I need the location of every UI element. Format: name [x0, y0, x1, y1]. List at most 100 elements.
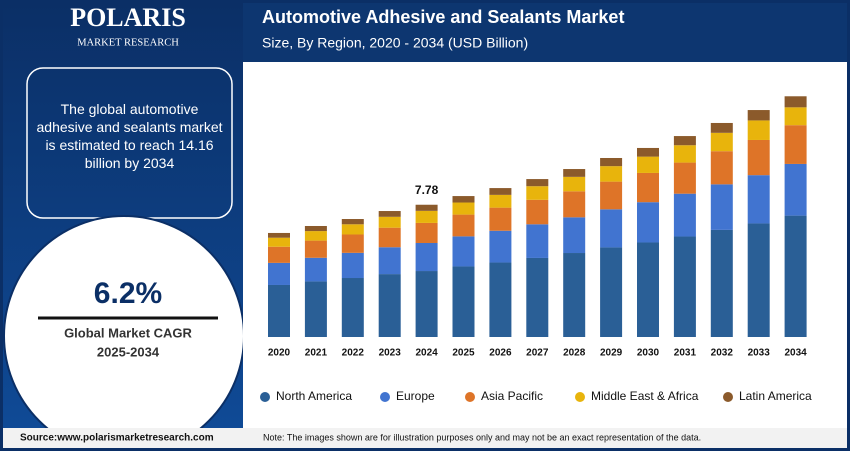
bar-segment: [563, 191, 586, 218]
bar-segment: [637, 242, 659, 337]
x-tick-label: 2031: [674, 348, 697, 359]
bar-segment: [378, 274, 401, 337]
bar-segment: [747, 110, 770, 121]
bar-segment: [600, 181, 623, 210]
x-tick-label: 2022: [342, 348, 365, 359]
x-tick-label: 2026: [489, 348, 512, 359]
bar-segment: [489, 194, 512, 208]
bar-segment: [415, 204, 438, 211]
bar-segment: [747, 175, 770, 224]
bar-segment: [452, 214, 475, 237]
legend-label: Europe: [396, 389, 435, 403]
summary-wrap: The global automotive adhesive and seala…: [36, 101, 223, 171]
x-tick-label: 2034: [784, 348, 807, 359]
legend-swatch: [723, 392, 733, 402]
bar-segment: [784, 107, 807, 126]
bar-segment: [304, 281, 327, 337]
x-tick-label: 2023: [379, 348, 402, 359]
summary-text: The global automotive adhesive and seala…: [36, 101, 223, 171]
legend-label: Asia Pacific: [481, 389, 543, 403]
bar-segment: [673, 193, 696, 237]
bar-segment: [673, 145, 696, 163]
bar-segment: [784, 125, 807, 164]
bar-segment: [452, 236, 475, 267]
legend-swatch: [260, 392, 270, 402]
bar-segment: [304, 231, 327, 241]
bar-segment: [341, 252, 364, 279]
bar-segment: [526, 186, 549, 200]
bar-segment: [415, 210, 438, 223]
chart-subtitle: Size, By Region, 2020 - 2034 (USD Billio…: [262, 35, 528, 51]
legend-swatch: [380, 392, 390, 402]
bar-segment: [710, 151, 733, 185]
bar-segment: [452, 196, 475, 203]
x-tick-label: 2020: [268, 348, 291, 359]
bar-segment: [637, 156, 659, 173]
bar-segment: [526, 224, 549, 258]
bar-segment: [378, 227, 401, 248]
total-label: 7.78: [415, 183, 439, 197]
legend-swatch: [575, 392, 585, 402]
bar-segment: [673, 236, 696, 337]
bar-segment: [563, 176, 586, 192]
x-tick-label: 2021: [305, 348, 328, 359]
cagr-circle: [3, 215, 243, 428]
bar-segment: [563, 169, 586, 177]
x-tick-label: 2028: [563, 348, 586, 359]
cagr-label: Global Market CAGR: [64, 325, 192, 340]
bar-segment: [304, 257, 327, 282]
bar-segment: [600, 166, 623, 182]
bar-segment: [600, 209, 623, 248]
bar-segment: [784, 163, 807, 216]
bar-segment: [526, 257, 549, 337]
bar-segment: [341, 234, 364, 253]
bar-segment: [378, 216, 401, 228]
bar-segment: [673, 162, 696, 194]
bar-segment: [489, 230, 512, 263]
bar-segment: [563, 253, 586, 337]
bar-segment: [415, 271, 438, 337]
bar-segment: [637, 172, 659, 203]
bar-segment: [268, 237, 290, 247]
bar-segment: [710, 122, 733, 133]
legend-label: Latin America: [739, 389, 812, 403]
bar-segment: [415, 222, 438, 243]
bar-segment: [710, 132, 733, 152]
bar-segment: [673, 136, 696, 146]
legend-label: Middle East & Africa: [591, 389, 699, 403]
bar-segment: [341, 224, 364, 235]
source: Source:www.polarismarketresearch.com: [20, 433, 214, 444]
bar-segment: [637, 147, 659, 157]
bar-segment: [526, 199, 549, 225]
brand-tagline: MARKET RESEARCH: [77, 37, 179, 48]
bar-segment: [710, 184, 733, 230]
bar-segment: [637, 202, 659, 243]
bar-segment: [268, 246, 290, 263]
bar-segment: [415, 242, 438, 272]
bar-segment: [378, 211, 401, 217]
bar-segment: [268, 262, 290, 285]
footer: [3, 428, 847, 448]
bar-segment: [747, 223, 770, 337]
bar-segment: [784, 215, 807, 337]
bar-segment: [489, 188, 512, 195]
note: Note: The images shown are for illustrat…: [263, 432, 701, 442]
legend-swatch: [465, 392, 475, 402]
bar-segment: [268, 232, 290, 238]
x-tick-label: 2024: [415, 348, 438, 359]
chart-title: Automotive Adhesive and Sealants Market: [262, 7, 624, 27]
bar-segment: [341, 278, 364, 337]
bar-segment: [784, 96, 807, 108]
bar-segment: [452, 266, 475, 337]
x-tick-label: 2025: [452, 348, 475, 359]
bar-segment: [563, 217, 586, 254]
legend-label: North America: [276, 389, 352, 403]
bar-segment: [304, 240, 327, 258]
x-tick-label: 2030: [637, 348, 660, 359]
bar-segment: [600, 247, 623, 337]
bar-segment: [747, 139, 770, 176]
x-tick-label: 2032: [711, 348, 734, 359]
bar-segment: [304, 225, 327, 232]
bar-segment: [268, 284, 290, 337]
